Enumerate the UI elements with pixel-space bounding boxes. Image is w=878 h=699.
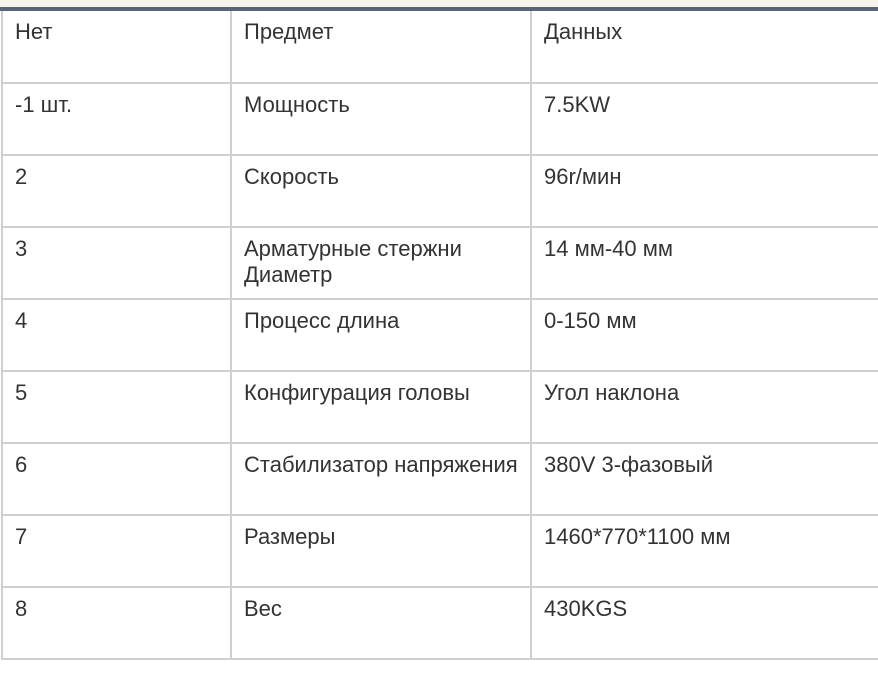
cell-item: Размеры	[230, 514, 532, 588]
table-row: -1 шт. Мощность 7.5KW	[1, 82, 878, 156]
table-row: 6 Стабилизатор напряжения 380V 3-фазовый	[1, 442, 878, 516]
header-cell-data: Данных	[530, 11, 878, 84]
table-row: 2 Скорость 96r/мин	[1, 154, 878, 228]
cell-number: 2	[1, 154, 232, 228]
cell-data: 1460*770*1100 мм	[530, 514, 878, 588]
cell-number: 7	[1, 514, 232, 588]
cell-data: 430KGS	[530, 586, 878, 660]
cell-data: 380V 3-фазовый	[530, 442, 878, 516]
cell-item: Вес	[230, 586, 532, 660]
cell-item: Арматурные стержни Диаметр	[230, 226, 532, 300]
table-header-row: Нет Предмет Данных	[1, 11, 878, 84]
cell-data: 14 мм-40 мм	[530, 226, 878, 300]
cell-number: 4	[1, 298, 232, 372]
cell-data: Угол наклона	[530, 370, 878, 444]
table-row: 4 Процесс длина 0-150 мм	[1, 298, 878, 372]
cell-number: -1 шт.	[1, 82, 232, 156]
cell-data: 96r/мин	[530, 154, 878, 228]
cell-item: Процесс длина	[230, 298, 532, 372]
table-row: 3 Арматурные стержни Диаметр 14 мм-40 мм	[1, 226, 878, 300]
cell-item: Скорость	[230, 154, 532, 228]
cell-number: 8	[1, 586, 232, 660]
header-cell-item: Предмет	[230, 11, 532, 84]
table-row: 8 Вес 430KGS	[1, 586, 878, 660]
cell-number: 6	[1, 442, 232, 516]
cell-number: 5	[1, 370, 232, 444]
cell-item: Стабилизатор напряжения	[230, 442, 532, 516]
table-row: 5 Конфигурация головы Угол наклона	[1, 370, 878, 444]
cell-data: 0-150 мм	[530, 298, 878, 372]
cell-item: Мощность	[230, 82, 532, 156]
cell-number: 3	[1, 226, 232, 300]
top-background	[0, 0, 878, 7]
spec-table: Нет Предмет Данных -1 шт. Мощность 7.5KW 2 С…	[1, 11, 878, 660]
cell-item: Конфигурация головы	[230, 370, 532, 444]
header-cell-number: Нет	[1, 11, 232, 84]
table-row: 7 Размеры 1460*770*1100 мм	[1, 514, 878, 588]
top-bar	[0, 7, 878, 11]
cell-data: 7.5KW	[530, 82, 878, 156]
